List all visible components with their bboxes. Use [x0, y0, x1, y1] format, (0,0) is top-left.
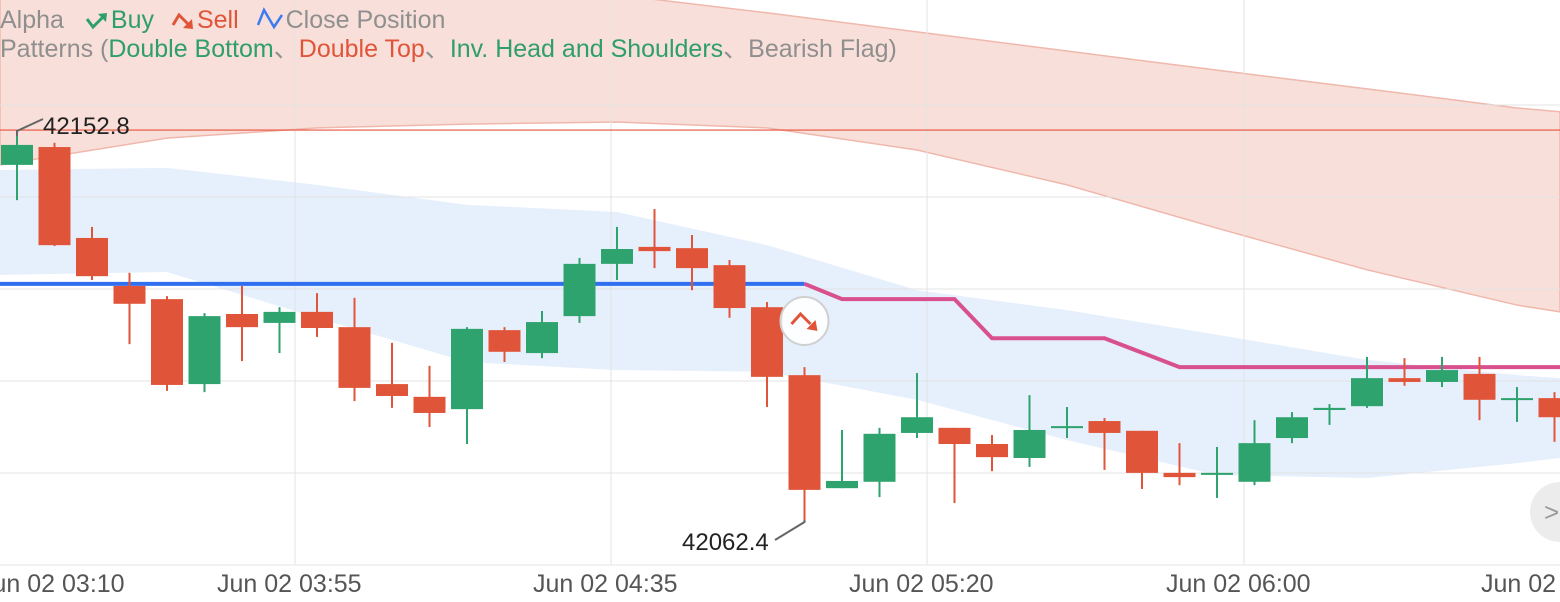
signal-legend: Alpha Buy Sell Close Position: [0, 5, 445, 35]
candle-up: [263, 311, 296, 323]
x-tick-label: Jun 02 03:10: [0, 570, 125, 598]
candle-up: [1501, 398, 1533, 401]
arrow-up-right-icon: [85, 13, 107, 30]
candle-down: [788, 375, 821, 490]
x-tick-label: Jun 02 03:55: [217, 570, 362, 598]
candle-up: [1351, 378, 1383, 407]
candle-down: [713, 265, 746, 309]
candle-up: [1201, 472, 1233, 475]
annotations: [16, 118, 830, 541]
candle-down: [938, 427, 971, 444]
candle-down: [301, 311, 333, 329]
upper-band: [0, 0, 1560, 313]
separator: 、: [273, 35, 299, 63]
close-position-label: Close Position: [285, 6, 446, 34]
candle-down: [976, 443, 1008, 458]
sell-signal-marker: [779, 296, 830, 346]
high-leader-line: [16, 118, 44, 136]
arrow-head: [806, 320, 818, 331]
candle-up: [1051, 426, 1083, 429]
candle-up: [601, 248, 633, 264]
indicator-lines: [0, 129, 1560, 370]
indicator-bands: [0, 0, 1560, 478]
buy-label: Buy: [110, 6, 154, 34]
x-tick-label: Jun 02 05:20: [849, 570, 994, 598]
candle-down: [751, 307, 783, 377]
candle-down: [226, 313, 258, 328]
patterns-legend: Patterns (Double Bottom、Double Top、Inv. …: [0, 34, 897, 64]
low-leader-line: [774, 520, 806, 541]
candles: [1, 136, 1560, 521]
candle-down: [1388, 378, 1421, 382]
pattern-bearish-flag: Bearish Flag: [748, 35, 889, 63]
candle-up: [1313, 407, 1346, 411]
candle-down: [488, 330, 521, 352]
candle-up: [826, 480, 858, 489]
separator: 、: [723, 35, 749, 63]
high-price-label: 42152.8: [43, 113, 130, 140]
candle-down: [376, 384, 408, 396]
candle-down: [413, 396, 446, 413]
x-tick-label: Jun 02 04:35: [533, 570, 678, 598]
candle-down: [1163, 472, 1196, 478]
candle-up: [863, 433, 896, 482]
x-tick-label: Jun 02: [1481, 570, 1557, 598]
candle-up: [563, 263, 596, 317]
candle-down: [638, 246, 671, 252]
candle-down: [113, 285, 146, 304]
stop-line: [803, 281, 1560, 370]
candle-down: [676, 248, 708, 269]
pattern-double-top: Double Top: [298, 35, 425, 63]
candle-down: [38, 147, 71, 246]
candle-up: [1, 144, 33, 165]
candle-up: [188, 316, 221, 385]
candle-up: [1238, 443, 1271, 482]
candle-down: [76, 237, 108, 277]
candle-up: [1426, 370, 1458, 382]
candle-down: [1538, 398, 1560, 418]
patterns-suffix: ): [888, 35, 897, 63]
candle-down: [151, 299, 183, 385]
low-price-label: 42062.4: [682, 529, 769, 556]
candle-down: [1463, 373, 1496, 400]
candle-down: [1088, 421, 1121, 433]
candle-down: [1126, 430, 1158, 473]
candle-up: [1013, 429, 1046, 459]
gridlines: [0, 0, 1560, 566]
chevron-right-icon: >: [1544, 497, 1560, 527]
pattern-double-bottom: Double Bottom: [108, 35, 274, 63]
candle-up: [901, 417, 933, 433]
sell-label: Sell: [196, 6, 239, 34]
patterns-prefix: Patterns (: [0, 35, 109, 63]
candle-up: [526, 322, 558, 354]
zigzag-icon: [256, 7, 283, 30]
arrow-down-right-icon: [171, 12, 193, 29]
candle-up: [1276, 417, 1308, 439]
pattern-inv-head-shoulders: Inv. Head and Shoulders: [449, 35, 724, 63]
candle-up: [451, 328, 483, 410]
separator: 、: [424, 35, 450, 63]
candle-down: [338, 327, 371, 388]
alpha-label: Alpha: [0, 6, 64, 34]
arrow-down-right-icon: [790, 311, 812, 326]
x-tick-label: Jun 02 06:00: [1166, 570, 1311, 598]
